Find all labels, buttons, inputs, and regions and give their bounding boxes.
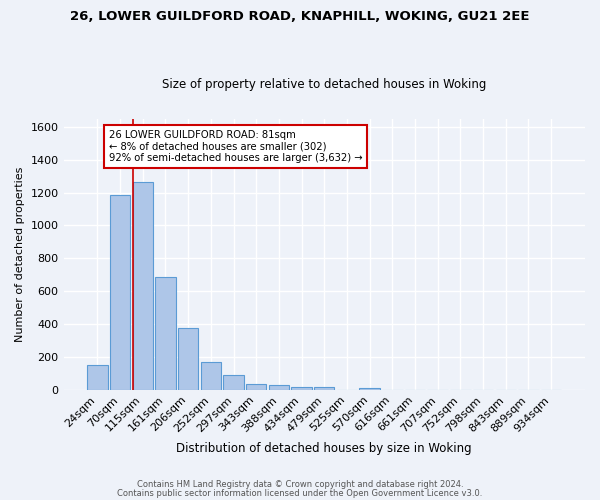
- Bar: [155, 277, 176, 390]
- Bar: [200, 362, 221, 390]
- Bar: [359, 388, 380, 390]
- Bar: [314, 388, 334, 390]
- Bar: [269, 385, 289, 390]
- Bar: [178, 328, 199, 390]
- Bar: [292, 386, 312, 390]
- Text: 26, LOWER GUILDFORD ROAD, KNAPHILL, WOKING, GU21 2EE: 26, LOWER GUILDFORD ROAD, KNAPHILL, WOKI…: [70, 10, 530, 23]
- Text: Contains public sector information licensed under the Open Government Licence v3: Contains public sector information licen…: [118, 489, 482, 498]
- Bar: [223, 375, 244, 390]
- X-axis label: Distribution of detached houses by size in Woking: Distribution of detached houses by size …: [176, 442, 472, 455]
- Bar: [87, 365, 107, 390]
- Text: 26 LOWER GUILDFORD ROAD: 81sqm
← 8% of detached houses are smaller (302)
92% of : 26 LOWER GUILDFORD ROAD: 81sqm ← 8% of d…: [109, 130, 362, 163]
- Text: Contains HM Land Registry data © Crown copyright and database right 2024.: Contains HM Land Registry data © Crown c…: [137, 480, 463, 489]
- Title: Size of property relative to detached houses in Woking: Size of property relative to detached ho…: [162, 78, 487, 91]
- Bar: [110, 195, 130, 390]
- Bar: [133, 182, 153, 390]
- Y-axis label: Number of detached properties: Number of detached properties: [15, 166, 25, 342]
- Bar: [246, 384, 266, 390]
